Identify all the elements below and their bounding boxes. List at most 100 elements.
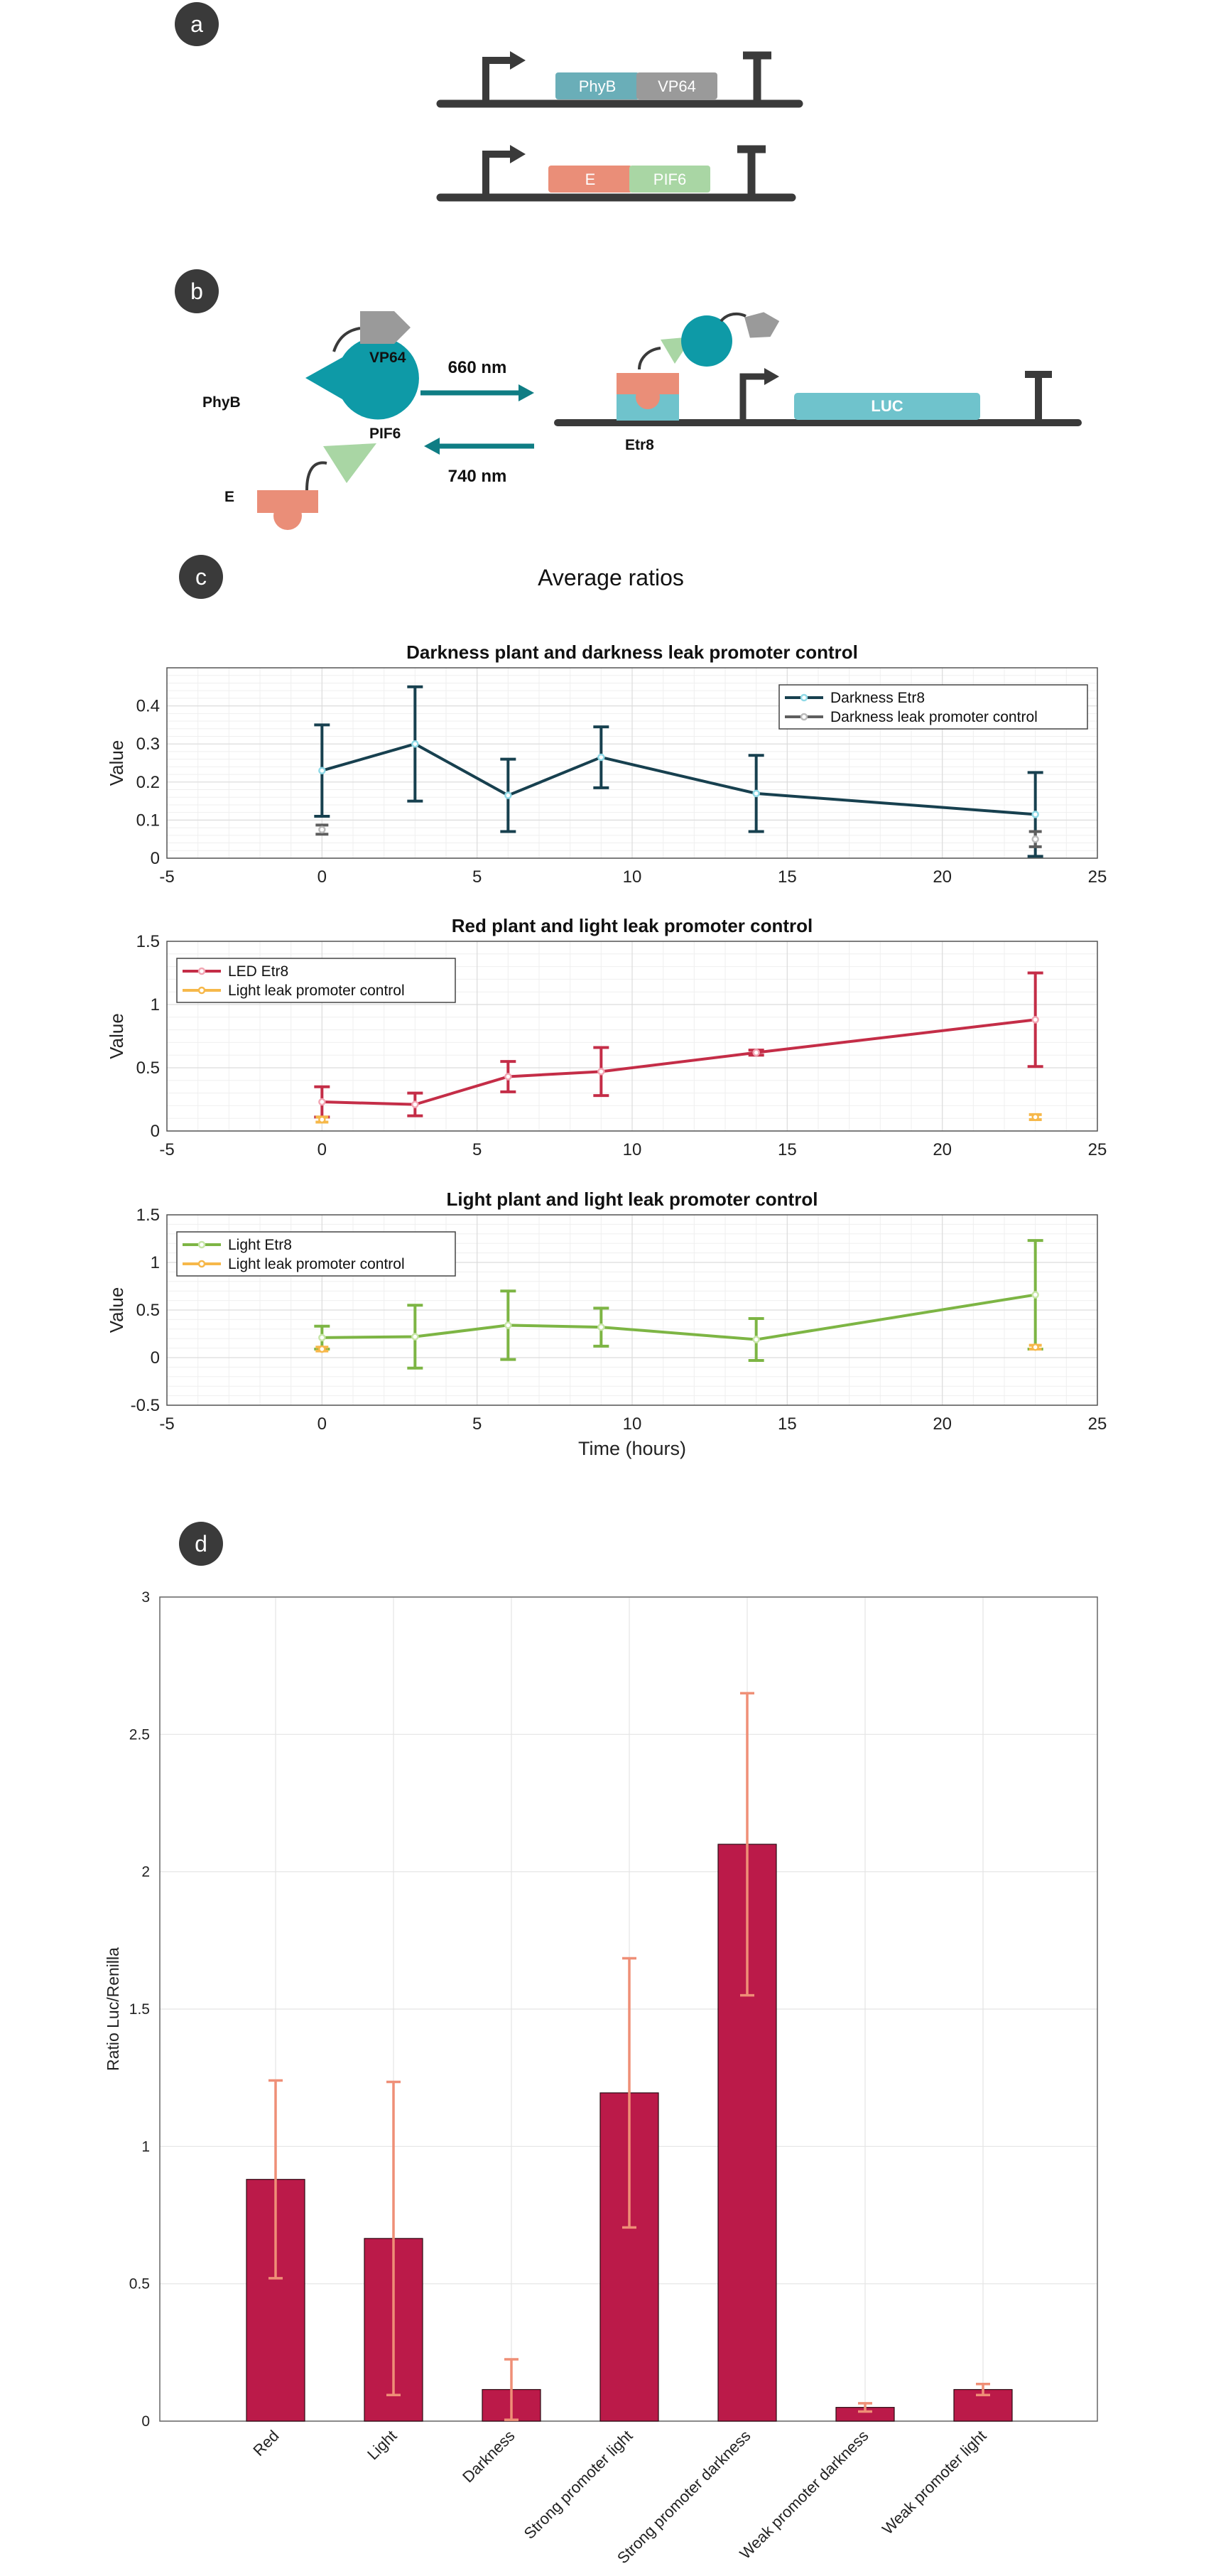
y-tick-label: 0.3: [136, 735, 160, 754]
vp64-label: VP64: [369, 350, 406, 366]
data-point: [1031, 1291, 1039, 1299]
x-tick-label: 10: [623, 867, 642, 887]
y-tick-label: 2.5: [129, 1726, 150, 1743]
y-tick-label: 0: [151, 1348, 160, 1368]
data-point: [1031, 1343, 1039, 1351]
x-tick-label: 15: [778, 867, 797, 887]
legend-label: LED Etr8: [228, 963, 288, 980]
promoter-arrowhead-icon: [510, 51, 526, 70]
data-point: [318, 1098, 326, 1106]
promoter-arrowhead-icon: [510, 145, 526, 163]
y-axis-label: Value: [106, 1013, 127, 1059]
data-point: [1031, 1016, 1039, 1024]
y-tick-label: 1.5: [129, 2001, 150, 2018]
linker-icon: [720, 312, 747, 323]
panel-a-badge: [175, 2, 219, 46]
terminator-icon: [737, 145, 766, 197]
y-tick-label: 3: [141, 1589, 150, 1606]
x-tick-label: -5: [159, 1140, 174, 1159]
data-point: [411, 740, 419, 748]
data-point: [1031, 811, 1039, 818]
x-tick-label: 10: [623, 1140, 642, 1159]
data-point: [1031, 1113, 1039, 1121]
data-point: [597, 1068, 605, 1076]
legend-box: [176, 1231, 456, 1277]
wavelength-740-label: 740 nm: [448, 467, 507, 486]
panel-c-badge: [179, 555, 223, 599]
plot-frame: [166, 1214, 1098, 1406]
plot-frame: [166, 941, 1098, 1132]
etr8-label: Etr8: [625, 437, 654, 453]
x-tick-label: -5: [159, 1414, 174, 1434]
series-line: [322, 1293, 1036, 1341]
vp64-protein-icon: [360, 311, 411, 344]
phyb-box: [555, 72, 639, 99]
data-point: [597, 1323, 605, 1331]
legend-marker: [197, 967, 206, 975]
y-tick-label: 1.5: [136, 1206, 160, 1225]
legend-label: Light Etr8: [228, 1237, 292, 1253]
data-point: [504, 1073, 512, 1081]
x-tick-label: 10: [623, 1414, 642, 1434]
phyb-protein-icon: [305, 337, 419, 420]
e-box: [548, 166, 632, 193]
x-tick-label: Weak promoter light: [879, 2427, 990, 2538]
y-axis-label: Ratio Luc/Renilla: [104, 1947, 122, 2071]
x-tick-label: 25: [1088, 1140, 1107, 1159]
y-axis-label: Value: [106, 1287, 127, 1333]
data-point: [597, 753, 605, 762]
legend-label: Darkness Etr8: [830, 690, 925, 706]
panel-b-letter: b: [190, 278, 203, 304]
luc-gene-box: [794, 393, 980, 420]
legend: Light Etr8 Light leak promoter control: [176, 1231, 456, 1277]
series-2: [315, 1343, 1042, 1353]
phyb-label: PhyB: [202, 394, 241, 411]
x-tick-label: 5: [472, 1414, 482, 1434]
linker-icon: [305, 461, 327, 491]
panel-d-badge: [179, 1522, 223, 1566]
data-point: [752, 1336, 760, 1343]
legend: Darkness Etr8 Darkness leak promoter cont…: [778, 684, 1088, 730]
legend-label: Darkness leak promoter control: [830, 709, 1038, 725]
x-tick-label: Strong promoter light: [521, 2427, 636, 2543]
panel-a-letter: a: [190, 11, 203, 37]
y-tick-label: 0.5: [136, 1301, 160, 1320]
construct-phyb-vp64: PhyB VP64: [436, 51, 803, 108]
data-point: [318, 1115, 326, 1124]
pif6-protein-icon: [323, 443, 376, 483]
legend-marker: [800, 693, 808, 702]
x-tick-label: Red: [249, 2427, 282, 2459]
pif6-box: [629, 166, 710, 193]
series-line: [322, 1018, 1036, 1106]
x-tick-label: 0: [317, 1414, 327, 1434]
legend-label: Light leak promoter control: [228, 1256, 405, 1272]
e-bound-lobe-icon: [636, 385, 660, 409]
y-tick-label: 0.2: [136, 773, 160, 792]
y-tick-label: -0.5: [131, 1396, 160, 1415]
data-point: [752, 1049, 760, 1056]
x-tick-label: 5: [472, 1140, 482, 1159]
panel-a: a PhyB VP64 E PIF6: [175, 2, 803, 202]
legend-marker: [197, 1260, 206, 1268]
panel-b: b VP64 PhyB PIF6 E 660 nm 740 nm: [175, 269, 1082, 530]
linker-icon: [638, 347, 661, 370]
chart-title: Darkness plant and darkness leak promote…: [406, 642, 858, 663]
arrow-left-icon: [424, 438, 440, 455]
phyb-bound-icon: [681, 315, 732, 367]
y-axis-label: Value: [106, 740, 127, 786]
y-tick-label: 0: [151, 1122, 160, 1141]
legend-box: [778, 684, 1088, 730]
series-2: [315, 1113, 1042, 1124]
plot-frame: [166, 667, 1098, 859]
y-tick-label: 0: [151, 849, 160, 868]
legend-marker: [197, 986, 206, 995]
series-2: [315, 823, 1042, 848]
luc-label: LUC: [871, 397, 903, 415]
series-1: [314, 685, 1043, 858]
promoter-arrowhead-icon: [764, 368, 779, 385]
x-tick-label: 15: [778, 1140, 797, 1159]
x-tick-label: Weak promoter darkness: [736, 2427, 872, 2563]
